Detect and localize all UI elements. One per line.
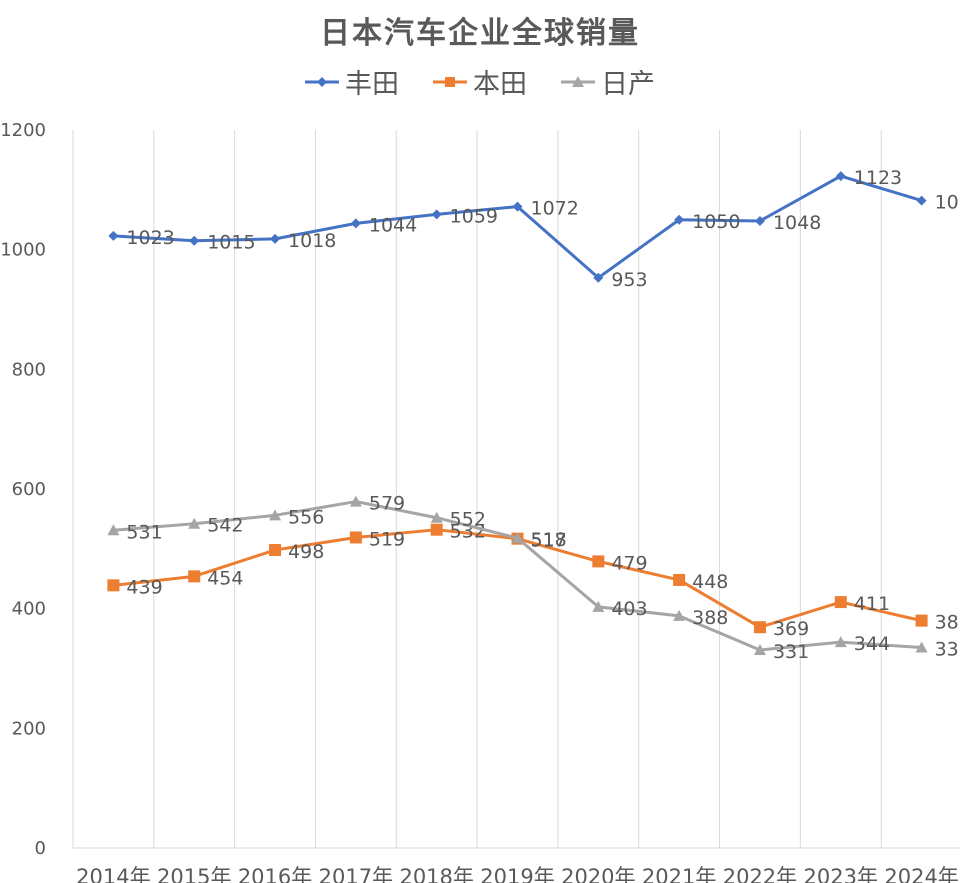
data-point-marker xyxy=(431,209,442,220)
data-point-marker xyxy=(916,195,927,206)
x-tick-label: 2024年 xyxy=(884,865,958,883)
data-label: 542 xyxy=(207,515,243,537)
data-point-marker xyxy=(592,600,605,612)
x-tick-label: 2016年 xyxy=(238,865,312,883)
data-label: 1072 xyxy=(531,198,579,220)
data-point-marker xyxy=(349,495,362,507)
data-label: 1082 xyxy=(935,192,960,214)
legend: 丰田 本田 日产 xyxy=(0,62,960,101)
y-tick-label: 1200 xyxy=(0,120,46,141)
data-label: 479 xyxy=(611,552,647,574)
data-point-marker xyxy=(834,596,847,609)
x-tick-label: 2015年 xyxy=(157,865,231,883)
data-point-marker xyxy=(834,636,847,648)
legend-label-nissan: 日产 xyxy=(601,69,655,100)
data-point-marker xyxy=(188,570,201,583)
data-label: 448 xyxy=(692,571,728,593)
legend-item-toyota[interactable]: 丰田 xyxy=(305,62,399,101)
data-label: 532 xyxy=(450,521,486,543)
data-point-marker xyxy=(349,531,362,544)
x-tick-label: 2021年 xyxy=(642,865,716,883)
data-label: 1050 xyxy=(692,211,740,233)
legend-item-nissan[interactable]: 日产 xyxy=(561,62,655,101)
data-point-marker xyxy=(835,171,846,182)
data-point-marker xyxy=(511,532,524,544)
data-label: 531 xyxy=(126,521,162,543)
y-tick-label: 800 xyxy=(12,359,46,380)
data-point-marker xyxy=(270,233,281,244)
data-point-marker xyxy=(753,621,766,634)
data-label: 344 xyxy=(854,633,890,655)
data-point-marker xyxy=(269,509,282,521)
data-point-marker xyxy=(430,511,443,523)
data-label: 552 xyxy=(450,509,486,531)
data-point-marker xyxy=(188,517,201,529)
data-label: 369 xyxy=(773,618,809,640)
data-point-marker xyxy=(512,201,523,212)
data-label: 953 xyxy=(611,269,647,291)
data-label: 1015 xyxy=(207,232,255,254)
data-label: 498 xyxy=(288,541,324,563)
legend-marker-square-icon xyxy=(433,76,467,87)
data-point-marker xyxy=(269,544,282,557)
x-tick-label: 2019年 xyxy=(480,865,554,883)
x-tick-label: 2017年 xyxy=(319,865,393,883)
data-point-marker xyxy=(107,579,120,592)
legend-label-honda: 本田 xyxy=(473,69,527,100)
x-tick-label: 2018年 xyxy=(399,865,473,883)
data-label: 1123 xyxy=(854,167,902,189)
legend-item-honda[interactable]: 本田 xyxy=(433,62,527,101)
y-tick-label: 600 xyxy=(12,479,46,500)
data-label: 1023 xyxy=(126,227,174,249)
data-label: 519 xyxy=(369,528,405,550)
data-point-marker xyxy=(108,230,119,241)
data-point-marker xyxy=(430,523,443,536)
data-point-marker xyxy=(189,235,200,246)
x-tick-label: 2022年 xyxy=(723,865,797,883)
data-point-marker xyxy=(915,614,928,627)
data-label: 1059 xyxy=(450,205,498,227)
data-label: 579 xyxy=(369,493,405,515)
data-point-marker xyxy=(673,573,686,586)
data-point-marker xyxy=(673,609,686,621)
data-label: 518 xyxy=(531,529,567,551)
data-label: 380 xyxy=(935,612,960,634)
data-point-marker xyxy=(674,214,685,225)
chart-title: 日本汽车企业全球销量 xyxy=(320,16,640,51)
y-tick-label: 1000 xyxy=(0,240,46,261)
data-point-marker xyxy=(915,641,928,653)
data-label: 411 xyxy=(854,593,890,615)
data-point-marker xyxy=(754,215,765,226)
data-point-marker xyxy=(107,524,120,536)
data-label: 517 xyxy=(531,530,567,552)
data-label: 454 xyxy=(207,567,243,589)
data-label: 388 xyxy=(692,607,728,629)
y-tick-label: 400 xyxy=(12,599,46,620)
data-label: 335 xyxy=(935,639,960,661)
data-point-marker xyxy=(593,272,604,283)
x-tick-label: 2014年 xyxy=(76,865,150,883)
data-label: 1018 xyxy=(288,230,336,252)
legend-label-toyota: 丰田 xyxy=(345,69,399,100)
data-label: 1044 xyxy=(369,214,417,236)
data-point-marker xyxy=(350,218,361,229)
data-label: 556 xyxy=(288,506,324,528)
data-label: 1048 xyxy=(773,212,821,234)
data-point-marker xyxy=(753,643,766,655)
legend-marker-diamond-icon xyxy=(305,76,339,87)
data-label: 331 xyxy=(773,641,809,663)
y-tick-label: 200 xyxy=(12,718,46,739)
data-point-marker xyxy=(592,555,605,568)
legend-marker-triangle-icon xyxy=(561,75,595,87)
x-tick-label: 2020年 xyxy=(561,865,635,883)
data-label: 439 xyxy=(126,576,162,598)
data-label: 403 xyxy=(611,598,647,620)
y-tick-label: 0 xyxy=(35,838,46,859)
x-tick-label: 2023年 xyxy=(804,865,878,883)
